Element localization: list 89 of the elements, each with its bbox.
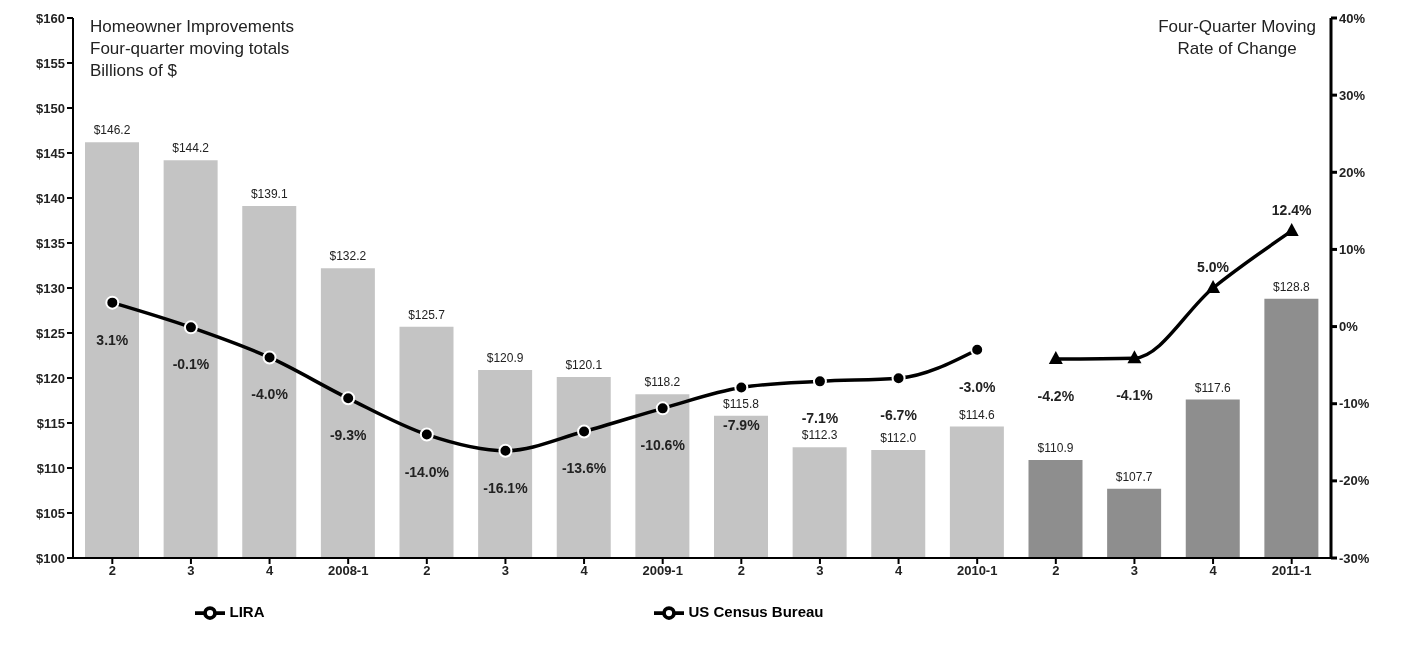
y-tick-label: $105 (36, 505, 65, 521)
legend-label: US Census Bureau (688, 602, 824, 620)
y2-tick-label: -10% (1339, 396, 1370, 412)
data-label: $115.8 (723, 396, 760, 411)
data-label: -0.1% (172, 356, 210, 373)
point (970, 342, 985, 357)
point (1284, 222, 1299, 236)
x-tick-label: 3 (816, 563, 824, 579)
data-label: -10.6% (640, 437, 686, 454)
data-label: $146.2 (93, 123, 131, 138)
point (419, 427, 434, 442)
y2-tick-label: 20% (1339, 164, 1366, 180)
data-label: $132.2 (329, 249, 367, 264)
y-tick-label: $160 (36, 10, 65, 26)
x-tick-label: 2009-1 (642, 563, 683, 579)
x-tick-label: 4 (580, 563, 589, 579)
y-tick-label: $140 (36, 190, 65, 206)
point (577, 424, 592, 439)
point (341, 391, 356, 406)
y2-axis-title: Four-Quarter Moving Rate of Change (1158, 16, 1316, 60)
y2-tick-label: 10% (1339, 242, 1366, 258)
data-label: $114.6 (958, 407, 996, 422)
data-label: -7.1% (801, 410, 839, 427)
x-tick-label: 2 (108, 563, 116, 579)
data-label: -13.6% (561, 460, 607, 477)
point (1127, 350, 1142, 364)
data-label: $139.1 (250, 187, 288, 202)
data-label: $120.9 (486, 350, 524, 365)
x-tick-label: 4 (1209, 563, 1218, 579)
data-label: 5.0% (1197, 259, 1230, 275)
y-tick-label: $155 (36, 55, 65, 71)
data-label: -4.0% (251, 386, 289, 403)
data-label: -16.1% (483, 479, 529, 496)
data-label: -14.0% (404, 463, 450, 480)
y-tick-label: $120 (36, 370, 65, 386)
point (655, 401, 670, 416)
x-tick-label: 2 (737, 563, 745, 579)
y2-tick-label: 30% (1339, 87, 1366, 103)
y-tick-label: $100 (36, 550, 65, 566)
point (105, 295, 120, 310)
point (1048, 350, 1063, 364)
point (183, 320, 198, 335)
point (262, 350, 277, 365)
legend-label: LIRA (229, 602, 265, 620)
x-tick-label: 3 (1130, 563, 1139, 579)
data-label: $120.1 (565, 358, 603, 373)
data-label: $112.0 (880, 431, 917, 445)
data-label: -3.0% (958, 378, 997, 395)
data-label: $110.9 (1037, 440, 1074, 455)
y-axis-title: Homeowner Improvements Four-quarter moving totals Billions of $ (90, 16, 295, 82)
y-tick-label: $115 (36, 415, 65, 431)
data-label: $125.7 (408, 307, 446, 322)
y-tick-label: $125 (36, 325, 65, 341)
data-label: -6.7% (880, 407, 918, 424)
x-tick-label: 2008-1 (327, 563, 369, 579)
data-label: 3.1% (96, 331, 129, 348)
point (891, 371, 906, 386)
y-tick-label: $135 (36, 235, 65, 251)
y2-tick-label: 0% (1339, 319, 1359, 335)
point (812, 374, 827, 389)
point (734, 380, 749, 395)
x-tick-label: 2 (423, 563, 431, 579)
data-label: $144.2 (172, 141, 210, 156)
data-label: -9.3% (329, 427, 368, 444)
y-tick-label: $150 (36, 100, 65, 116)
x-tick-label: 2 (1052, 563, 1060, 579)
y-tick-label: $110 (36, 460, 65, 476)
x-tick-label: 3 (501, 563, 510, 579)
data-label: $118.2 (644, 375, 681, 390)
y2-tick-label: 40% (1339, 10, 1366, 26)
data-label: -4.1% (1116, 387, 1154, 404)
data-label: 12.4% (1271, 201, 1313, 218)
x-tick-label: 4 (894, 563, 903, 579)
data-label: $128.8 (1273, 279, 1311, 294)
y-tick-label: $145 (36, 145, 65, 161)
x-tick-label: 3 (187, 563, 195, 579)
data-label: $117.6 (1194, 380, 1231, 395)
y-tick-label: $130 (36, 280, 65, 296)
x-tick-label: 2010-1 (956, 563, 998, 579)
point (498, 443, 513, 458)
x-tick-label: 4 (265, 563, 274, 579)
x-tick-label: 2011-1 (1271, 563, 1312, 579)
point (1206, 280, 1221, 293)
data-label: $112.3 (801, 428, 838, 443)
data-label: -7.9% (723, 416, 761, 433)
y2-tick-label: -30% (1339, 550, 1370, 566)
y2-tick-label: -20% (1339, 473, 1370, 489)
data-label: $107.7 (1115, 469, 1153, 484)
data-label: -4.2% (1037, 387, 1075, 404)
